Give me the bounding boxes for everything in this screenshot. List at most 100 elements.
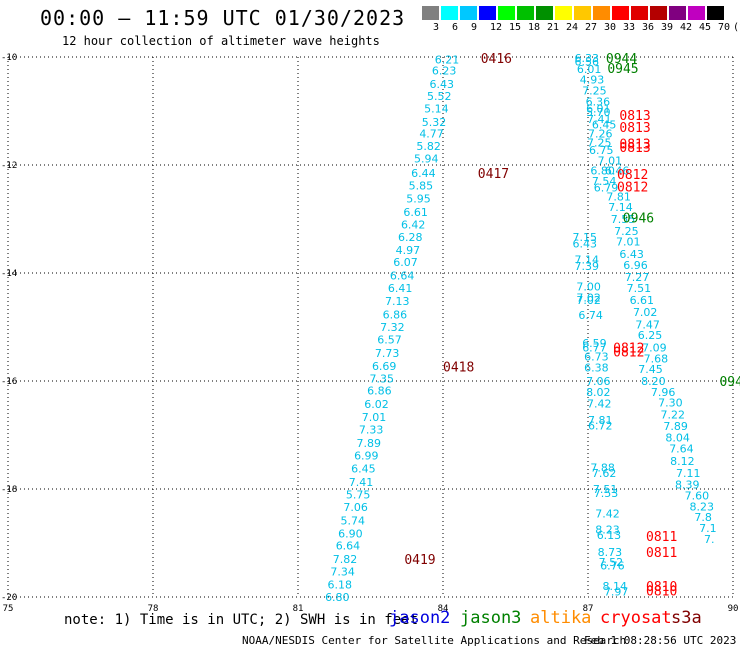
y-tick-label: -18 [1, 485, 17, 495]
swh-value-label: 7.52 [599, 556, 624, 569]
color-scale-label: (ft) [733, 22, 740, 33]
color-scale-label: 70 [718, 22, 731, 33]
swh-value-label: 6.43 [429, 78, 454, 91]
swh-value-label: 7.60 [685, 489, 710, 502]
swh-value-label: 6.69 [372, 360, 397, 373]
pass-time-label: 0416 [481, 52, 512, 67]
color-swatch [688, 6, 705, 20]
swh-value-label: 7.09 [642, 342, 667, 355]
color-swatch [517, 6, 534, 20]
swh-value-label: 5.95 [406, 192, 431, 205]
color-swatch [441, 6, 458, 20]
color-scale-label: 30 [604, 22, 617, 33]
pass-time-label: 0813 [619, 109, 650, 124]
swh-value-label: 7.55 [611, 213, 636, 226]
color-scale-label: 6 [452, 22, 459, 33]
x-tick-label: 87 [583, 604, 594, 614]
pass-time-label: 0811 [646, 546, 677, 561]
swh-value-label: 6.56 [574, 55, 599, 68]
swh-value-label: 8.04 [665, 432, 690, 445]
swh-value-label: 6.99 [354, 450, 379, 463]
swh-value-label: 5.70 [586, 106, 611, 119]
swh-value-label: 8.23 [690, 500, 715, 513]
color-swatch [460, 6, 477, 20]
x-tick-label: 81 [293, 604, 304, 614]
color-scale-label: 45 [699, 22, 712, 33]
color-scale-label: 39 [661, 22, 674, 33]
legend-jason2: jason2 [389, 608, 451, 628]
swh-value-label: 6.21 [435, 54, 460, 67]
swh-value-label: 7.39 [574, 260, 599, 273]
x-tick-label: 84 [438, 604, 449, 614]
color-swatch [555, 6, 572, 20]
swh-value-label: 7.51 [593, 483, 618, 496]
swh-value-label: 7.41 [349, 476, 374, 489]
swh-value-label: 6.90 [338, 527, 363, 540]
swh-value-label: 7.13 [385, 295, 410, 308]
swh-value-label: 4.77 [419, 128, 444, 141]
swh-value-label: 7.01 [616, 236, 641, 249]
swh-value-label: 7.81 [606, 190, 631, 203]
pass-time-label: 0944 [606, 52, 637, 67]
swh-value-label: 6.44 [411, 167, 436, 180]
pass-time-label: 0811 [646, 530, 677, 545]
color-scale-label: 12 [490, 22, 503, 33]
color-swatch [479, 6, 496, 20]
swh-value-label: 6.01 [586, 102, 611, 115]
swh-value-label: 6.64 [390, 270, 415, 283]
pass-time-label: 0813 [619, 137, 650, 152]
color-swatch [707, 6, 724, 20]
swh-value-label: 7.53 [594, 487, 619, 500]
swh-value-label: 7.00 [576, 281, 601, 294]
y-tick-label: -14 [1, 269, 17, 279]
color-swatch [612, 6, 629, 20]
swh-value-label: 6.07 [393, 256, 418, 269]
swh-value-label: 7.81 [588, 414, 613, 427]
swh-value-label: 7.64 [669, 443, 694, 456]
swh-value-label: 7. [704, 533, 715, 546]
swh-value-label: 5.85 [409, 180, 434, 193]
color-swatch [593, 6, 610, 20]
pass-time-label: 0417 [478, 167, 509, 182]
color-scale-label: 36 [642, 22, 655, 33]
color-scale-label: 33 [623, 22, 636, 33]
chart-title: 00:00 – 11:59 UTC 01/30/2023 [40, 6, 406, 30]
legend-jason3: jason3 [460, 608, 522, 628]
swh-value-label: 7.15 [573, 231, 598, 244]
swh-value-label: 7.14 [574, 254, 599, 267]
color-scale-label: 24 [566, 22, 579, 33]
y-tick-label: -16 [1, 377, 17, 387]
swh-value-label: 6.59 [582, 337, 607, 350]
pass-time-label: 0813 [619, 121, 650, 136]
generated-timestamp: Feb 1 08:28:56 UTC 2023 [584, 634, 737, 647]
swh-value-label: 7.11 [676, 467, 701, 480]
swh-value-label: 4.97 [396, 244, 421, 257]
swh-value-label: 6.61 [630, 294, 655, 307]
swh-value-label: 6.79 [594, 182, 619, 195]
swh-value-label: 6.33 [574, 52, 599, 65]
swh-value-label: 7.51 [627, 282, 652, 295]
swh-value-label: 7.73 [375, 347, 400, 360]
swh-value-label: 7.47 [635, 318, 660, 331]
swh-value-label: 7.68 [644, 352, 669, 365]
color-scale-label: 42 [680, 22, 693, 33]
color-scale-label: 18 [528, 22, 541, 33]
swh-value-label: 5.52 [427, 90, 452, 103]
color-swatch [536, 6, 553, 20]
y-tick-label: -12 [1, 161, 17, 171]
swh-value-label: 7.89 [356, 437, 381, 450]
swh-value-label: 5.74 [341, 514, 366, 527]
swh-value-label: 5.32 [422, 116, 447, 129]
swh-value-label: 7.97 [604, 586, 629, 599]
pass-time-label: 0813 [619, 141, 650, 156]
y-tick-label: -20 [1, 593, 17, 603]
swh-value-label: 6.77 [582, 342, 607, 355]
swh-value-label: 6.76 [600, 560, 625, 573]
legend-cryosat: cryosat [600, 608, 672, 628]
swh-value-label: 6.25 [638, 329, 663, 342]
swh-value-label: 6.72 [588, 419, 613, 432]
swh-value-label: 6.46 [605, 164, 630, 177]
swh-value-label: 6.64 [336, 540, 361, 553]
swh-value-label: 7.02 [576, 294, 601, 307]
